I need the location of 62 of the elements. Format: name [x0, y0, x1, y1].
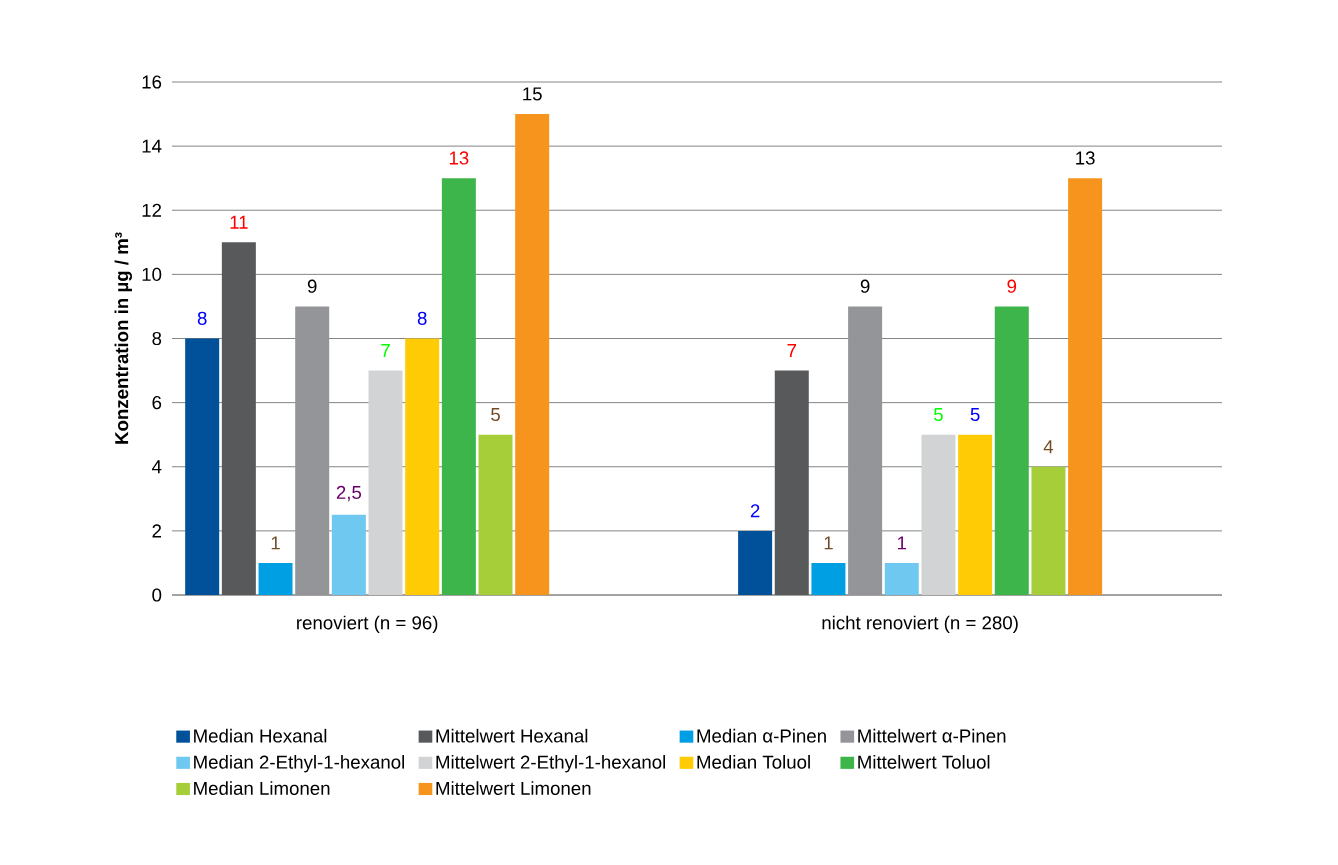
data-label: 2,5: [336, 485, 362, 502]
bar: [331, 514, 366, 595]
y-axis-title: Konzentration in µg / m³: [114, 232, 133, 444]
data-label: 8: [417, 311, 427, 325]
bar: [1068, 178, 1103, 595]
y-tick-label: 0: [152, 588, 162, 602]
data-label: 7: [381, 344, 390, 357]
bar: [811, 562, 846, 595]
y-tick-label: 10: [142, 267, 162, 281]
data-label: 7: [787, 344, 797, 357]
bar: [1031, 466, 1066, 595]
y-tick-label: 4: [152, 460, 162, 474]
bar: [441, 178, 476, 595]
y-tick-label: 6: [152, 396, 162, 410]
bar: [185, 338, 220, 595]
y-tick-label: 12: [142, 203, 162, 217]
legend-label: Median Hexanal: [194, 728, 327, 743]
bar: [295, 306, 330, 595]
legend-label: Median 2-Ethyl-1-hexanol: [194, 755, 405, 773]
bar: [848, 306, 883, 595]
legend-label: Mittelwert Toluol: [858, 755, 990, 769]
data-label: 5: [491, 408, 500, 422]
legend-label: Mittelwert α-Pinen: [858, 728, 1006, 743]
legend-label: Median Limonen: [194, 781, 330, 795]
data-label: 8: [197, 311, 207, 325]
bar: [258, 562, 293, 595]
bar: [884, 562, 919, 595]
y-tick-label: 8: [152, 331, 162, 346]
legend-label: Median Toluol: [697, 755, 810, 769]
data-label: 15: [523, 87, 542, 101]
data-label: 1: [271, 536, 280, 550]
y-tick-label: 14: [142, 139, 162, 153]
bar: [994, 306, 1029, 595]
data-label: 13: [1076, 151, 1095, 165]
bar: [515, 114, 550, 595]
data-label: 2: [750, 504, 760, 518]
data-label: 13: [449, 151, 469, 165]
y-tick-label: 2: [152, 524, 162, 538]
data-label: 5: [970, 408, 980, 422]
legend-label: Mittelwert 2-Ethyl-1-hexanol: [436, 755, 666, 773]
data-label: 1: [824, 536, 833, 550]
bar: [738, 530, 773, 595]
bar: [774, 370, 809, 595]
data-label: 4: [1043, 440, 1054, 454]
bar: [368, 370, 403, 595]
bar: [958, 434, 993, 595]
data-label: 9: [1007, 279, 1017, 293]
data-label: 9: [860, 279, 870, 293]
legend-label: Mittelwert Limonen: [436, 781, 591, 795]
x-tick-label: renoviert (n = 96): [297, 615, 438, 634]
y-tick-label: 16: [142, 75, 162, 89]
data-label: 9: [307, 279, 317, 293]
data-label: 5: [934, 408, 943, 422]
data-label: 11: [230, 215, 248, 229]
bar: [221, 242, 256, 595]
data-label: 1: [898, 536, 907, 550]
bar: [405, 338, 440, 595]
x-tick-label: nicht renoviert (n = 280): [822, 615, 1018, 634]
legend-label: Mittelwert Hexanal: [436, 728, 588, 743]
bar: [478, 434, 513, 595]
legend-label: Median α-Pinen: [697, 728, 826, 743]
bar: [921, 434, 956, 595]
